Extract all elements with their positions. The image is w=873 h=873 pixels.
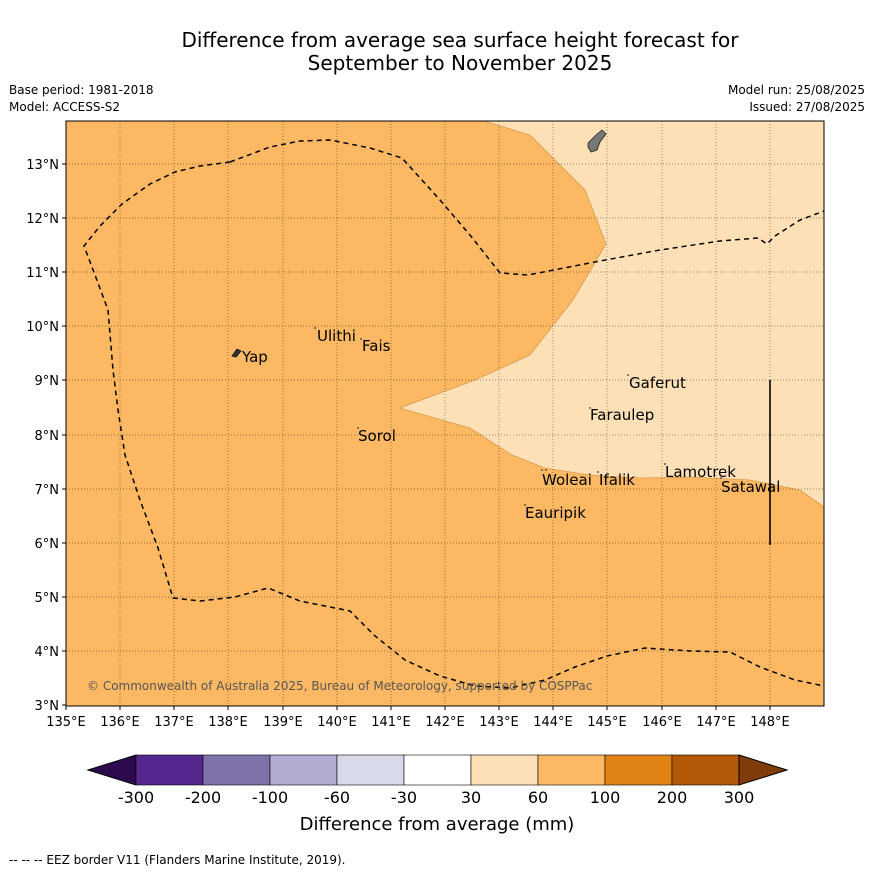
colorbar-tick-label: 30 [461,788,481,807]
place-label-ulithi: Ulithi [317,327,356,345]
lon-label: 138°E [208,715,248,730]
place-label-woleai: Woleai [542,471,592,489]
colorbar-swatch [202,754,271,786]
lat-label: 7°N [35,483,60,498]
lat-label: 5°N [35,591,60,606]
lon-label: 146°E [642,715,682,730]
lon-label: 144°E [533,715,573,730]
lat-label: 9°N [35,374,60,389]
issued-date: Issued: 27/08/2025 [749,100,865,114]
lat-label: 10°N [26,320,59,335]
place-label-eauripik: Eauripik [525,504,586,522]
model-name: Model: ACCESS-S2 [9,100,121,114]
colorbar-swatch [269,754,338,786]
colorbar-swatch [604,754,673,786]
colorbar-tick-label: -30 [391,788,417,807]
longitude-labels: 135°E 136°E 137°E 138°E 139°E 140°E 141°… [46,715,790,730]
colorbar-tick-label: -100 [252,788,288,807]
place-label-satawal: Satawal [721,478,780,496]
lat-label: 3°N [35,699,60,714]
lon-label: 147°E [696,715,736,730]
place-label-faraulep: Faraulep [590,406,654,424]
colorbar-swatch [671,754,740,786]
place-label-sorol: Sorol [358,427,396,445]
axis-ticks [62,163,771,710]
lon-label: 137°E [154,715,194,730]
colorbar-swatch [470,754,539,786]
colorbar-tick-label: 200 [657,788,688,807]
lon-label: 136°E [100,715,140,730]
map-title-line1: Difference from average sea surface heig… [181,28,739,52]
yap-island [231,348,242,358]
eez-border-north [229,139,824,276]
lon-label: 143°E [479,715,519,730]
lon-label: 142°E [425,715,465,730]
atoll-markers [314,327,722,506]
colorbar-tick-label: -60 [324,788,350,807]
lat-label: 8°N [35,429,60,444]
eez-border-south [83,161,824,689]
colorbar-tick-label: -200 [185,788,221,807]
lon-label: 141°E [371,715,411,730]
copyright-note: © Commonwealth of Australia 2025, Bureau… [87,679,592,693]
place-label-yap: Yap [241,348,268,366]
place-label-fais: Fais [362,337,391,355]
eez-legend-note: -- -- -- EEZ border V11 (Flanders Marine… [9,853,346,867]
colorbar-tick-label: 60 [528,788,548,807]
lon-label: 135°E [46,715,86,730]
colorbar-swatch [403,754,472,786]
map-title-line2: September to November 2025 [307,51,613,75]
latitude-labels: 13°N 12°N 11°N 10°N 9°N 8°N 7°N 6°N 5°N … [26,158,59,714]
colorbar: -300 -200 -100 -60 -30 30 60 100 200 300… [86,754,789,835]
colorbar-above-max [738,754,789,786]
place-label-gaferut: Gaferut [629,374,686,392]
lon-label: 145°E [587,715,627,730]
colorbar-tick-label: 300 [724,788,755,807]
lat-label: 4°N [35,645,60,660]
place-label-ifalik: Ifalik [599,471,635,489]
colorbar-swatch [336,754,405,786]
base-period: Base period: 1981-2018 [9,83,154,97]
lat-label: 12°N [26,212,59,227]
lon-label: 139°E [263,715,303,730]
lat-label: 11°N [26,266,59,281]
anomaly-30-60-region [399,121,824,508]
map-area: Yap Ulithi Fais Sorol Gaferut Faraulep W… [66,121,824,706]
graticule [66,121,824,706]
place-label-lamotrek: Lamotrek [665,463,736,481]
lon-label: 148°E [750,715,790,730]
colorbar-below-min [86,754,137,786]
lon-label: 140°E [317,715,357,730]
lat-label: 13°N [26,158,59,173]
colorbar-title: Difference from average (mm) [300,814,575,835]
colorbar-tick-label: -300 [118,788,154,807]
colorbar-tick-label: 100 [590,788,621,807]
guam-island [587,129,607,153]
model-run-date: Model run: 25/08/2025 [727,83,865,97]
lat-label: 6°N [35,537,60,552]
colorbar-swatch [135,754,204,786]
colorbar-swatch [537,754,606,786]
